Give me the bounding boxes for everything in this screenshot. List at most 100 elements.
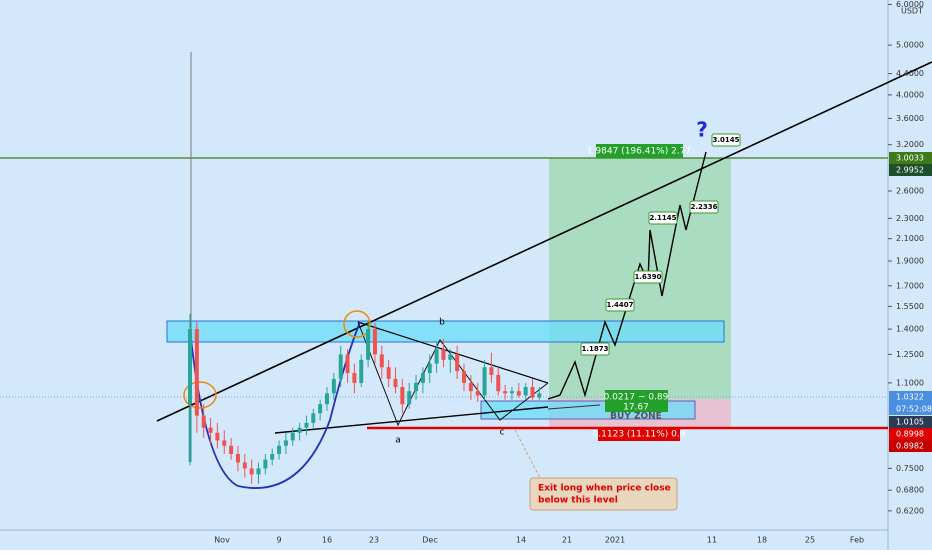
wave-lines	[357, 321, 549, 427]
x-tick-label: 25	[805, 536, 815, 545]
target-label: 1.9847 (196.41%) 2.77	[587, 147, 691, 157]
candle-body	[304, 422, 309, 428]
projection-box	[689, 200, 719, 214]
x-tick-label: 2021	[605, 536, 625, 545]
wave-label: a	[395, 436, 401, 446]
support-line	[274, 406, 549, 434]
projection-box	[605, 298, 635, 312]
candle-body	[338, 354, 343, 379]
x-tick-label: 16	[322, 536, 332, 545]
price-marker: 3.0033	[896, 154, 924, 163]
x-tick-label: 9	[276, 536, 281, 545]
x-tick-label: 18	[757, 536, 767, 545]
candle-body	[516, 391, 521, 396]
triangle-line	[357, 321, 549, 384]
cup-curve	[189, 321, 361, 489]
candle-body	[256, 468, 261, 475]
projection-path	[547, 151, 707, 400]
x-tick-label: 11	[707, 536, 717, 545]
price-marker: 07:52:08	[896, 405, 932, 414]
y-tick-label: 1.9000	[896, 256, 924, 265]
callout-box	[529, 477, 678, 511]
price-marker-box	[889, 164, 932, 176]
candle-body	[366, 329, 371, 360]
x-tick-label: Nov	[214, 536, 230, 545]
candle-body	[290, 432, 295, 441]
candle-body	[393, 378, 398, 388]
price-marker-box	[889, 416, 932, 428]
candle-body	[229, 445, 234, 454]
y-tick-label: 6.0000	[896, 0, 924, 9]
candle-body	[523, 387, 528, 396]
candle-body	[215, 432, 220, 441]
projection-label: 1.4407	[606, 301, 633, 309]
y-tick-label: 2.6000	[896, 186, 924, 195]
y-tick-label: 0.6200	[896, 506, 924, 515]
y-tick-label: 1.7000	[896, 281, 924, 290]
y-tick-label: 4.4000	[896, 69, 924, 78]
candle-body	[311, 413, 316, 423]
y-tick-label: 1.5500	[896, 302, 924, 311]
y-tick-label: 1.2500	[896, 350, 924, 359]
y-tick-label: 4.0000	[896, 90, 924, 99]
x-tick-label: 23	[369, 536, 379, 545]
candle-body	[509, 391, 514, 394]
candle-body	[427, 363, 432, 374]
projection-label: 1.1873	[581, 345, 608, 353]
candle-body	[420, 373, 425, 383]
candle-body	[297, 427, 302, 433]
price-marker-box	[889, 403, 932, 415]
candle-body	[188, 329, 192, 405]
x-tick-label: 14	[516, 536, 526, 545]
y-tick-label: 3.2000	[896, 140, 924, 149]
candle-body	[468, 382, 473, 392]
candle-body	[222, 440, 227, 446]
y-tick-label: 0.6800	[896, 486, 924, 495]
candle-body	[283, 440, 288, 446]
candle-body	[379, 354, 384, 368]
price-marker-box	[889, 152, 932, 164]
candle-body	[201, 415, 206, 428]
entry-label-box	[605, 390, 668, 412]
candle-body	[372, 329, 377, 355]
candle-body	[455, 354, 460, 372]
candle-body	[208, 427, 213, 433]
callout-text: below this level	[538, 496, 618, 506]
candle-body	[331, 378, 336, 394]
target-label-box	[596, 144, 683, 158]
projection-label: 1.6390	[634, 273, 661, 281]
wave-label: b	[439, 318, 445, 328]
candle-body	[345, 354, 350, 374]
stop-label: 0.1123 (11.11%) 0.9	[593, 430, 686, 440]
candle-body	[503, 391, 508, 394]
projection-box	[711, 133, 741, 147]
candle-body	[386, 367, 391, 379]
candle-body	[242, 462, 247, 469]
candle-body	[235, 453, 240, 463]
callout-text: Exit long when price close	[538, 484, 671, 494]
question-mark: ?	[696, 118, 708, 142]
y-tick-label: 2.3000	[896, 214, 924, 223]
candle-body	[194, 329, 199, 416]
y-tick-label: 0.7500	[896, 464, 924, 473]
candle-body	[475, 391, 480, 396]
axis-unit: USDT	[901, 7, 923, 16]
candle-body	[537, 393, 542, 398]
price-marker: 0.8982	[896, 442, 924, 451]
projection-box	[648, 211, 678, 225]
candle-body	[400, 387, 405, 405]
trendline	[156, 61, 932, 422]
candle-body	[434, 349, 439, 364]
price-marker: 2.9952	[896, 166, 924, 175]
y-tick-label: 3.6000	[896, 114, 924, 123]
candle-body	[249, 468, 254, 475]
projection-box	[580, 342, 610, 356]
y-tick-label: 1.1000	[896, 378, 924, 387]
projection-label: 2.2336	[690, 203, 717, 211]
entry-ratio: 17.67	[623, 403, 649, 413]
price-marker: 1.0322	[896, 393, 924, 402]
price-marker: 0.8998	[896, 430, 924, 439]
candle-body	[530, 387, 535, 398]
